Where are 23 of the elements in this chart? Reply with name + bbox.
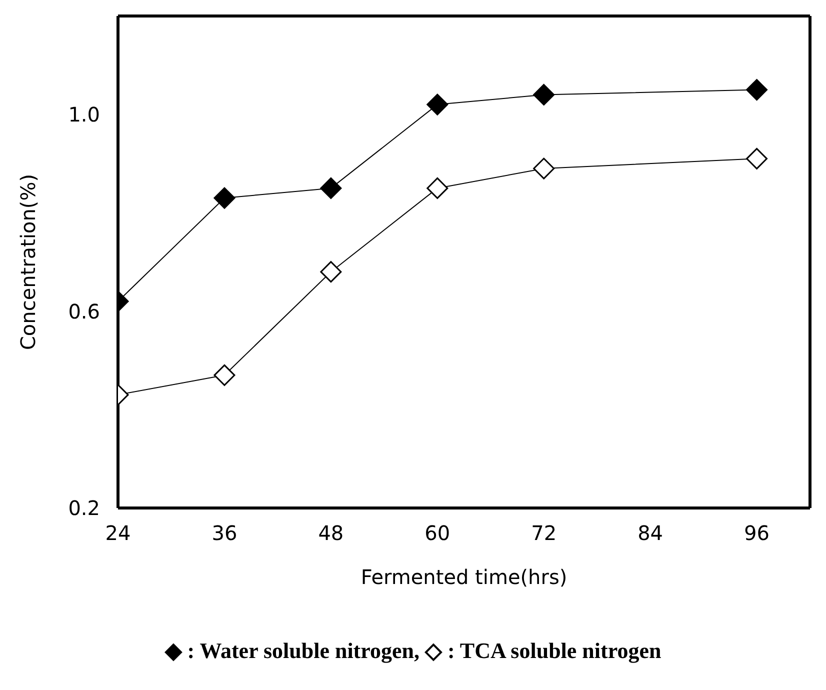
point (214, 187, 236, 209)
point (533, 84, 555, 106)
y-tick-label: 1.0 (68, 102, 100, 126)
x-axis-title: Fermented time(hrs) (360, 565, 568, 589)
y-tick-label: 0.6 (68, 299, 100, 324)
x-tick-label: 24 (105, 521, 131, 546)
x-tick-label: 72 (531, 521, 557, 546)
point (426, 94, 448, 116)
y-tick-label: 0.2 (68, 496, 100, 520)
point (746, 148, 768, 170)
x-tick-label: 36 (212, 521, 238, 546)
x-tick-label: 84 (638, 521, 664, 546)
text: ◆ : Water soluble nitrogen, ◇ : TCA soluble nitrogen (164, 638, 662, 664)
point (320, 261, 342, 283)
x-tick-label: 60 (424, 521, 450, 546)
point (533, 158, 555, 180)
y-axis-title: Concentration(%) (16, 174, 40, 350)
point (746, 79, 768, 101)
x-tick-label: 48 (318, 521, 344, 546)
point (214, 364, 236, 386)
x-tick-label: 96 (744, 521, 770, 546)
point (320, 177, 342, 199)
point (426, 177, 448, 199)
